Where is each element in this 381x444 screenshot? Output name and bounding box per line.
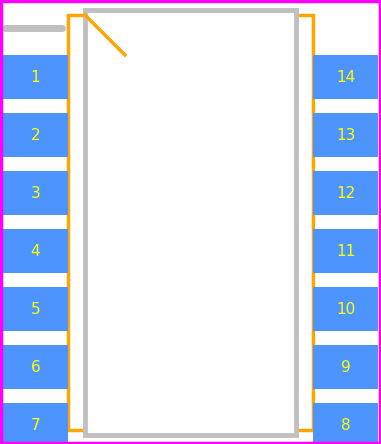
Text: 3: 3 xyxy=(30,186,40,201)
Text: 11: 11 xyxy=(336,243,355,258)
Bar xyxy=(313,55,378,99)
Bar xyxy=(313,345,378,389)
Bar xyxy=(3,345,68,389)
Bar xyxy=(313,403,378,444)
Text: 13: 13 xyxy=(336,127,355,143)
Text: 2: 2 xyxy=(31,127,40,143)
Bar xyxy=(313,229,378,273)
Bar xyxy=(313,113,378,157)
Bar xyxy=(3,55,68,99)
Text: 6: 6 xyxy=(30,360,40,374)
Bar xyxy=(3,403,68,444)
Text: 5: 5 xyxy=(31,301,40,317)
Text: 8: 8 xyxy=(341,417,350,432)
Bar xyxy=(3,171,68,215)
Text: 14: 14 xyxy=(336,70,355,84)
Text: 4: 4 xyxy=(31,243,40,258)
Text: 7: 7 xyxy=(31,417,40,432)
Bar xyxy=(85,10,296,435)
Text: 1: 1 xyxy=(31,70,40,84)
Bar xyxy=(313,287,378,331)
Bar xyxy=(313,171,378,215)
Bar xyxy=(68,15,313,430)
Bar xyxy=(3,113,68,157)
Text: 12: 12 xyxy=(336,186,355,201)
Text: 10: 10 xyxy=(336,301,355,317)
Text: 9: 9 xyxy=(341,360,351,374)
Bar xyxy=(3,229,68,273)
Bar xyxy=(3,287,68,331)
